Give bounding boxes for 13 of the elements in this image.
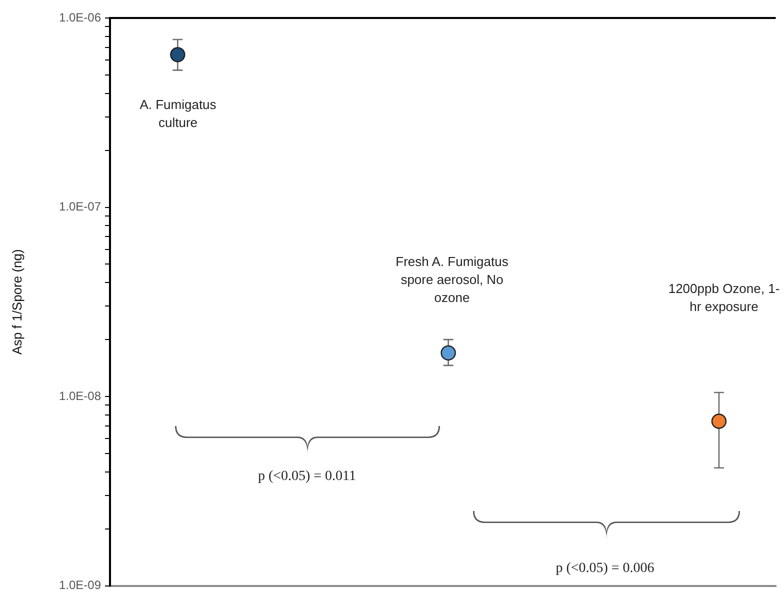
y-tick-label: 1.0E-07 [58, 200, 102, 214]
annotation: A. Fumigatus culture [138, 96, 218, 132]
y-tick-label: 1.0E-08 [58, 388, 102, 403]
annotation: 1200ppb Ozone, 1-hr exposure [668, 280, 780, 316]
annotation: p (<0.05) = 0.006 [554, 560, 656, 578]
point [711, 414, 727, 429]
y-axis-title: Asp f 1/Spore (ng) [9, 249, 24, 355]
y-tick-label: 1.0E-09 [58, 578, 102, 592]
annotation: p (<0.05) = 0.011 [256, 468, 358, 486]
annotation: Fresh A. Fumigatus spore aerosol, No ozone [394, 253, 510, 307]
point [170, 47, 186, 62]
point [440, 345, 456, 361]
y-tick-label: 1.0E-06 [58, 10, 102, 24]
